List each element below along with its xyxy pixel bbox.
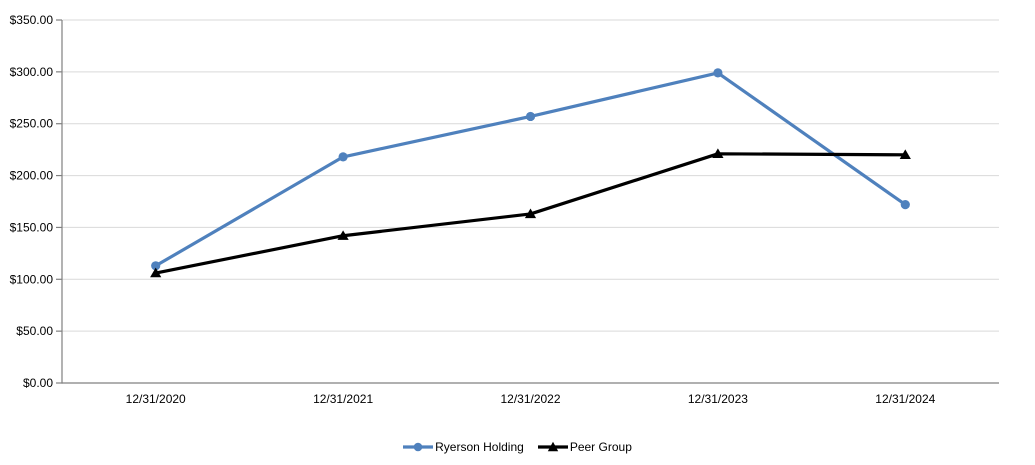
line-circle-marker-icon	[403, 442, 434, 452]
data-point-triangle	[712, 148, 724, 158]
data-point-triangle	[524, 208, 537, 219]
data-point-circle	[525, 111, 536, 122]
y-axis-tick-label: $250.00	[10, 117, 54, 131]
data-point-triangle	[337, 230, 349, 240]
data-point-triangle	[899, 149, 911, 160]
data-point-circle	[713, 68, 723, 78]
x-axis-tick-label: 12/31/2024	[875, 392, 935, 406]
y-axis-tick-label: $350.00	[10, 13, 54, 27]
chart-legend: Ryerson Holding Peer Group	[0, 438, 1035, 456]
x-axis-tick-label: 12/31/2021	[313, 392, 373, 406]
line-triangle-marker-icon	[537, 441, 568, 452]
y-axis-tick-label: $0.00	[23, 376, 53, 390]
y-axis-tick-label: $150.00	[10, 220, 54, 234]
data-point-circle	[338, 152, 348, 162]
legend-label-ryerson-holding: Ryerson Holding	[435, 440, 524, 454]
y-axis-tick-label: $300.00	[10, 65, 54, 79]
data-point-circle	[151, 261, 161, 271]
data-point-circle	[900, 200, 910, 210]
legend-item-peer-group: Peer Group	[537, 440, 632, 454]
x-axis-tick-label: 12/31/2020	[126, 392, 186, 406]
y-axis-tick-label: $50.00	[16, 324, 53, 338]
x-axis-tick-label: 12/31/2023	[688, 392, 748, 406]
legend-item-ryerson-holding: Ryerson Holding	[403, 440, 524, 454]
legend-label-peer-group: Peer Group	[569, 440, 632, 454]
y-axis-tick-label: $200.00	[10, 169, 54, 183]
series-line-ryerson-holding	[154, 71, 907, 268]
y-axis-tick-label: $100.00	[10, 272, 54, 286]
data-point-triangle	[150, 267, 162, 278]
x-axis-tick-label: 12/31/2022	[500, 392, 560, 406]
